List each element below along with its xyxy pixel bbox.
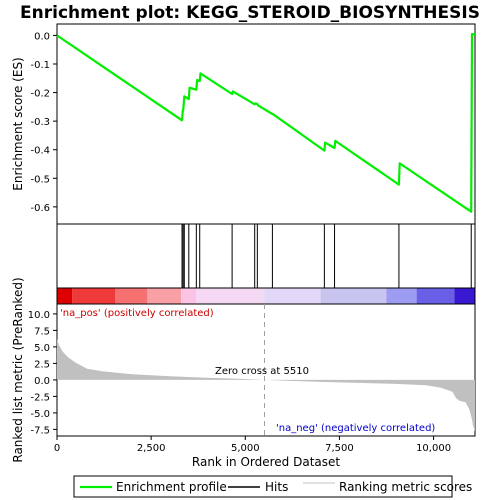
heatmap-segment [115, 288, 148, 304]
x-tick-label: 10,000 [416, 443, 451, 454]
x-tick-label: 0 [54, 443, 60, 454]
ranking-y-tick-label: 7.5 [34, 326, 50, 337]
hit-lines [181, 224, 472, 288]
es-y-tick-label: -0.2 [30, 89, 50, 100]
heatmap-segments [57, 288, 475, 304]
ranking-y-tick-label: -2.5 [30, 392, 50, 403]
ranking-y-tick-label: 10.0 [28, 310, 50, 321]
rank-heatmap-band [56, 287, 476, 305]
x-axis-label: Rank in Ordered Dataset [192, 455, 340, 469]
es-y-tick-label: -0.3 [30, 117, 50, 128]
heatmap-segment [264, 288, 321, 304]
chart-title: Enrichment plot: KEGG_STEROID_BIOSYNTHES… [20, 3, 480, 23]
ranking-y-tick-label: -5.0 [30, 409, 50, 420]
legend-hits-label: Hits [265, 480, 288, 494]
es-y-tick-label: -0.5 [30, 174, 50, 185]
heatmap-segment [72, 288, 116, 304]
legend-enrichment-label: Enrichment profile [116, 480, 227, 494]
ranking-panel-frame [56, 303, 476, 437]
heatmap-segment [181, 288, 197, 304]
enrichment-panel: 0.0 -0.1 -0.2 -0.3 -0.4 -0.5 -0.6 Enrichment s… [11, 23, 476, 225]
heatmap-segment [147, 288, 182, 304]
es-y-tick-label: -0.1 [30, 60, 50, 71]
enrichment-profile-line [56, 32, 476, 213]
es-y-tick-label: 0.0 [34, 31, 50, 42]
heatmap-segment [386, 288, 417, 304]
es-y-tick-label: -0.6 [30, 203, 50, 214]
ranking-y-tick-label: 0.0 [34, 376, 50, 387]
negative-correlation-label: 'na_neg' (negatively correlated) [276, 423, 435, 434]
positive-correlation-label: 'na_pos' (positively correlated) [60, 308, 214, 319]
heatmap-segment [416, 288, 455, 304]
x-tick-label: 7,500 [325, 443, 354, 454]
ranking-y-tick-label: 2.5 [34, 359, 50, 370]
x-tick-label: 2,500 [137, 443, 166, 454]
hits-panel-frame [56, 223, 476, 289]
enrichment-panel-frame [56, 23, 476, 225]
legend-box [73, 475, 453, 498]
legend-ranking-label: Ranking metric scores [339, 480, 472, 494]
es-y-tick-label: -0.4 [30, 146, 50, 157]
x-axis: 0 2,500 5,000 7,500 10,000 [54, 436, 451, 454]
heatmap-segment [196, 288, 265, 304]
ranking-y-tick-label: 5.0 [34, 343, 50, 354]
ranking-y-axis-label: Ranked list metric (PreRanked) [11, 277, 25, 462]
zero-cross-label: Zero cross at 5510 [215, 366, 309, 377]
x-tick-label: 5,000 [231, 443, 260, 454]
heatmap-segment [454, 288, 475, 304]
legend: Enrichment profile Hits Ranking metric s… [73, 475, 472, 498]
es-y-axis-label: Enrichment score (ES) [11, 57, 25, 190]
es-y-axis: 0.0 -0.1 -0.2 -0.3 -0.4 -0.5 -0.6 [30, 31, 57, 214]
heatmap-segment [57, 288, 73, 304]
ranking-y-axis: 10.0 7.5 5.0 2.5 0.0 -2.5 -5.0 -7.5 [28, 310, 57, 436]
ranking-y-tick-label: -7.5 [30, 425, 50, 436]
heatmap-segment [320, 288, 387, 304]
ranking-panel: Zero cross at 5510 'na_pos' (positively … [11, 277, 476, 463]
hits-panel [56, 223, 476, 289]
